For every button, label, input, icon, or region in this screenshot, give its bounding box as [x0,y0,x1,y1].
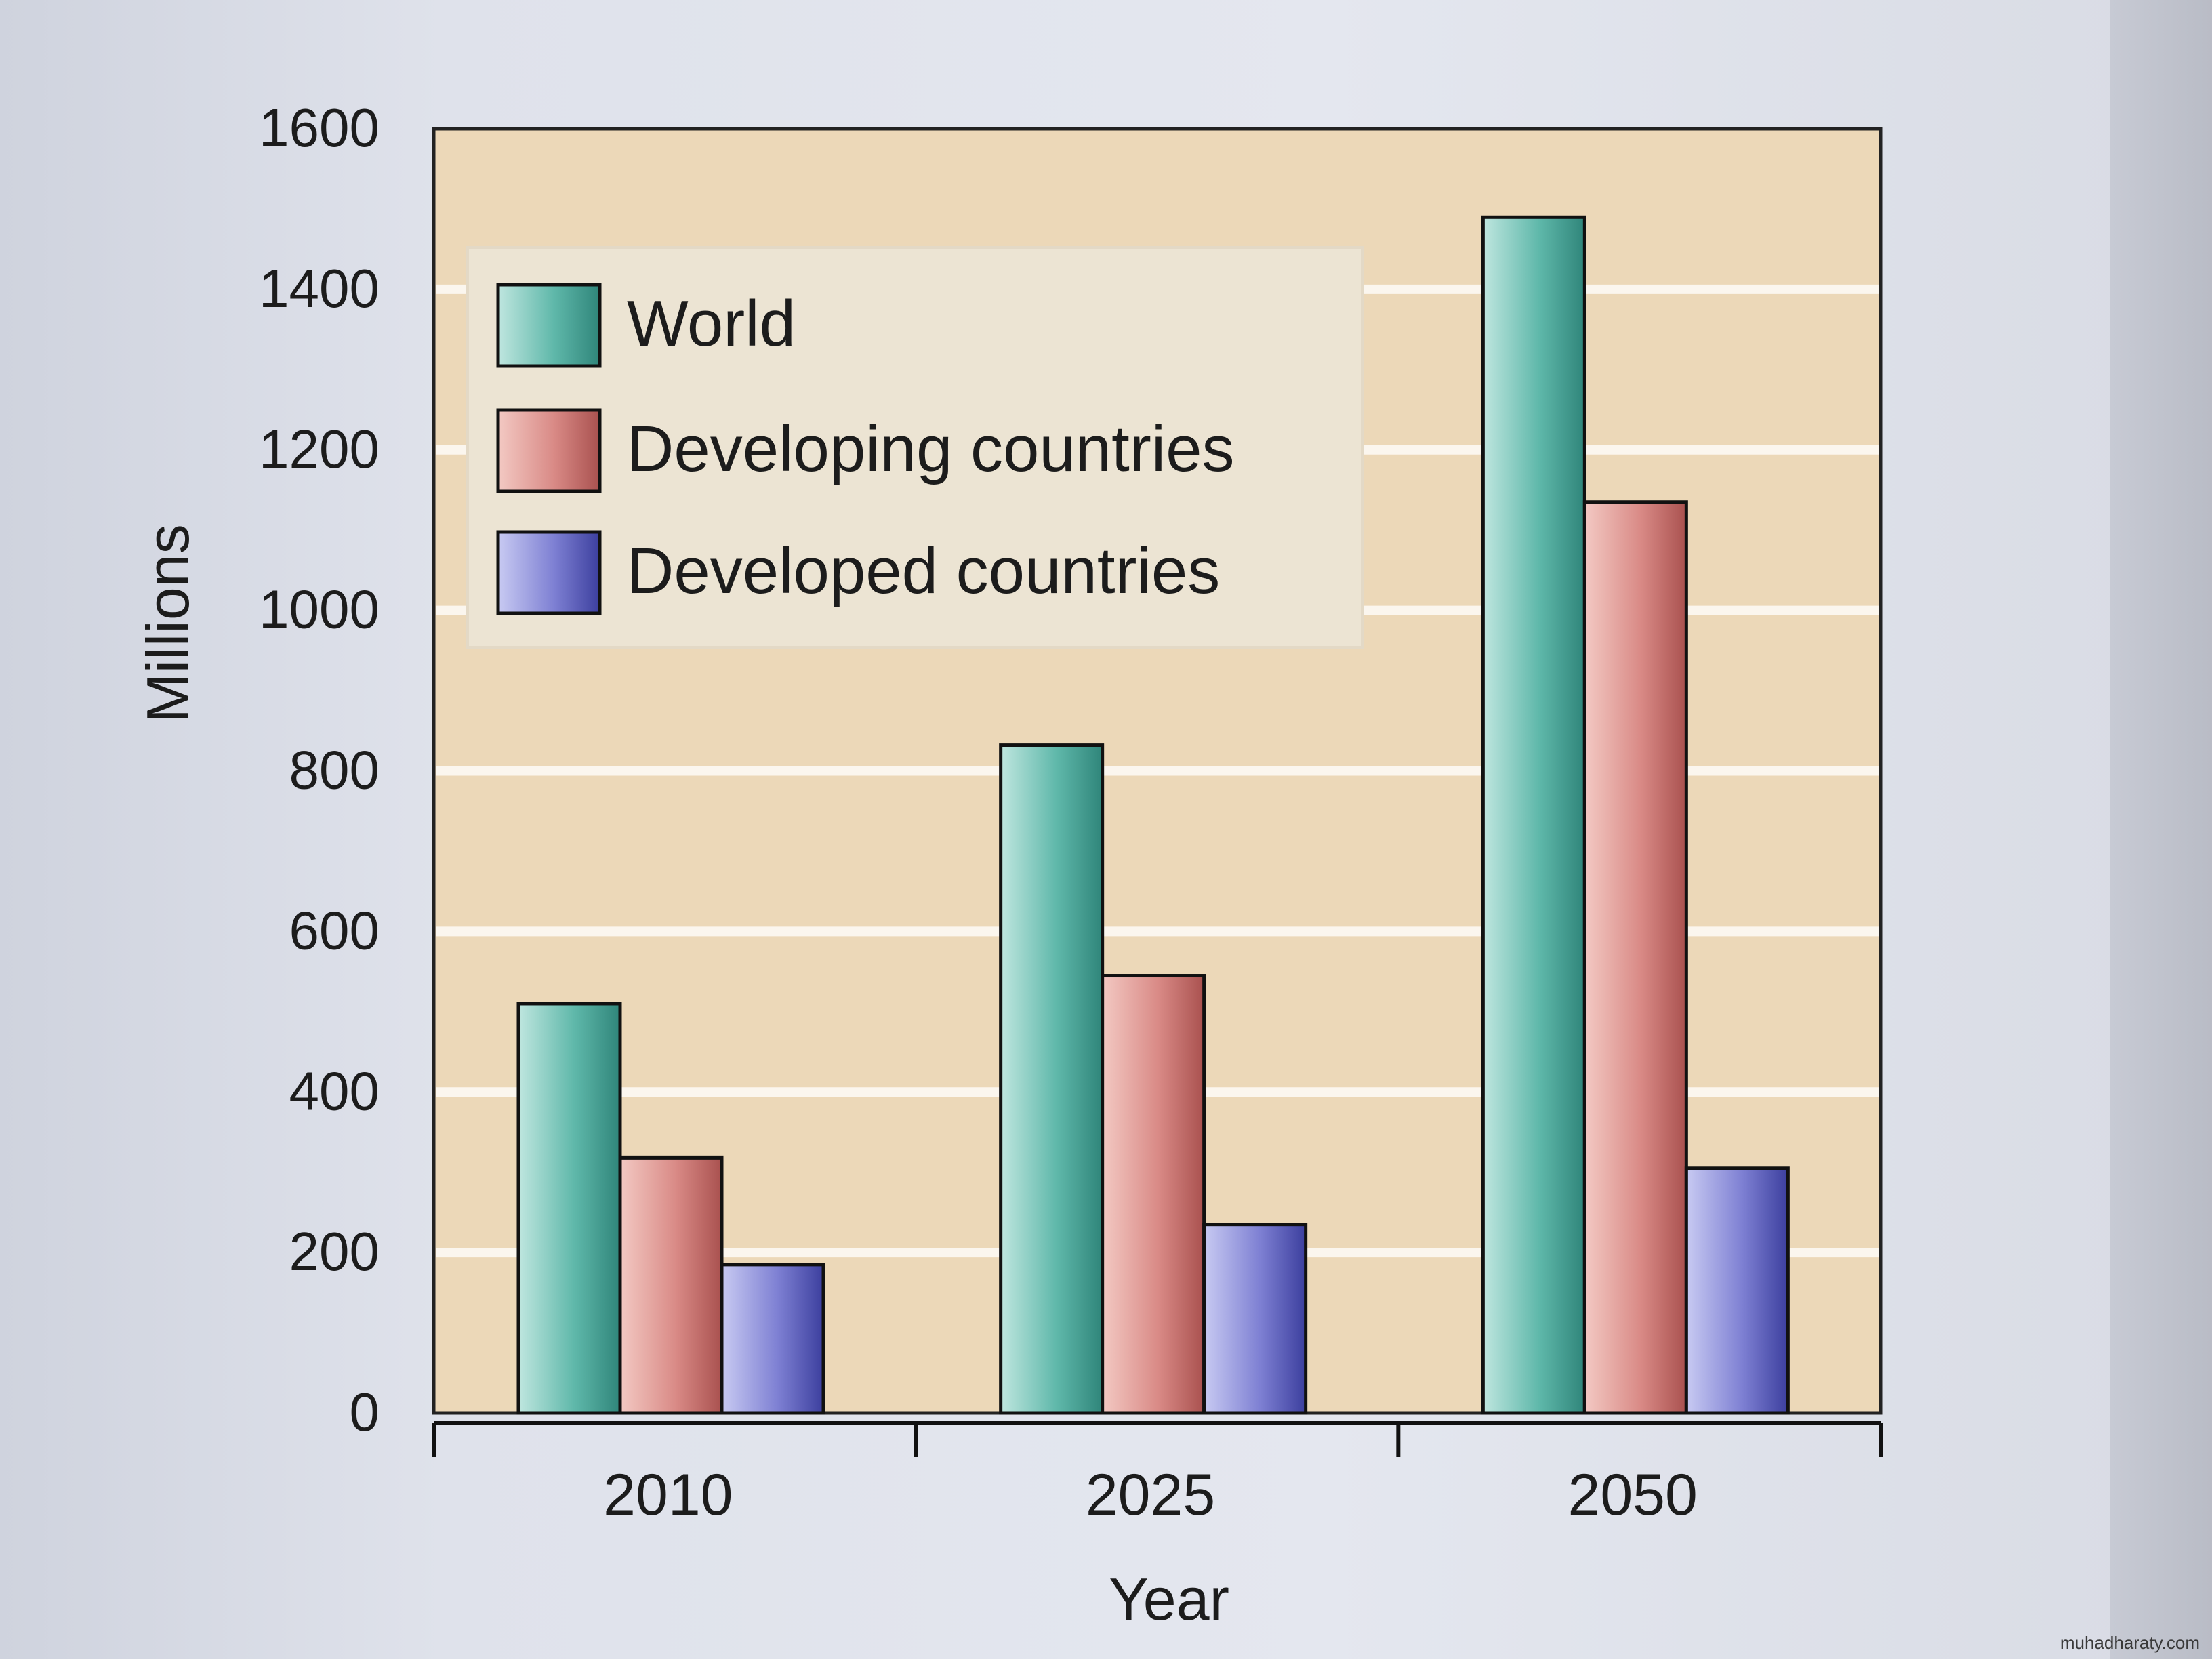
legend-label: World [627,287,796,360]
y-tick-label: 1400 [259,258,380,319]
x-tick-label: 2025 [1086,1462,1215,1528]
bar-world-2050 [1481,215,1586,1415]
y-tick-label: 400 [289,1061,380,1121]
bar-developing-countries-2025 [1101,974,1206,1415]
axes: 0 200 400 600 800 1000 1200 1400 1600 2010 2025 205… [259,98,1883,1528]
y-axis-label: Millions [134,524,201,722]
bar-developed-countries-2050 [1684,1166,1790,1415]
bar-developed-countries-2025 [1202,1223,1308,1415]
legend: World Developing countries Developed count… [466,246,1364,649]
y-tick-label: 0 [350,1382,380,1442]
legend-swatch-developing-countries [496,408,602,493]
page-edge [2110,0,2212,1659]
x-axis-label: Year [1109,1565,1229,1633]
y-tick-label: 200 [289,1221,380,1282]
y-tick-label: 1200 [259,419,380,479]
axis-labels: Year Millions [134,524,1229,1633]
watermark: muhadharaty.com [2060,1633,2200,1653]
legend-swatch-developed-countries [496,530,602,615]
legend-swatch-world [496,283,602,368]
bar-developed-countries-2010 [720,1263,825,1415]
y-tick-label: 1000 [259,579,380,640]
bar-developing-countries-2050 [1582,500,1688,1415]
legend-label: Developed countries [627,535,1220,607]
bars-group [516,215,1790,1415]
y-tick-label: 800 [289,740,380,800]
x-tick-label: 2050 [1568,1462,1698,1528]
legend-box [466,246,1364,649]
y-tick-label: 1600 [259,98,380,158]
bar-world-2025 [999,743,1105,1415]
bar-world-2010 [516,1002,622,1415]
legend-label: Developing countries [627,413,1235,485]
x-tick-label: 2010 [603,1462,733,1528]
y-tick-label: 600 [289,900,380,960]
bar-developing-countries-2010 [618,1155,724,1415]
